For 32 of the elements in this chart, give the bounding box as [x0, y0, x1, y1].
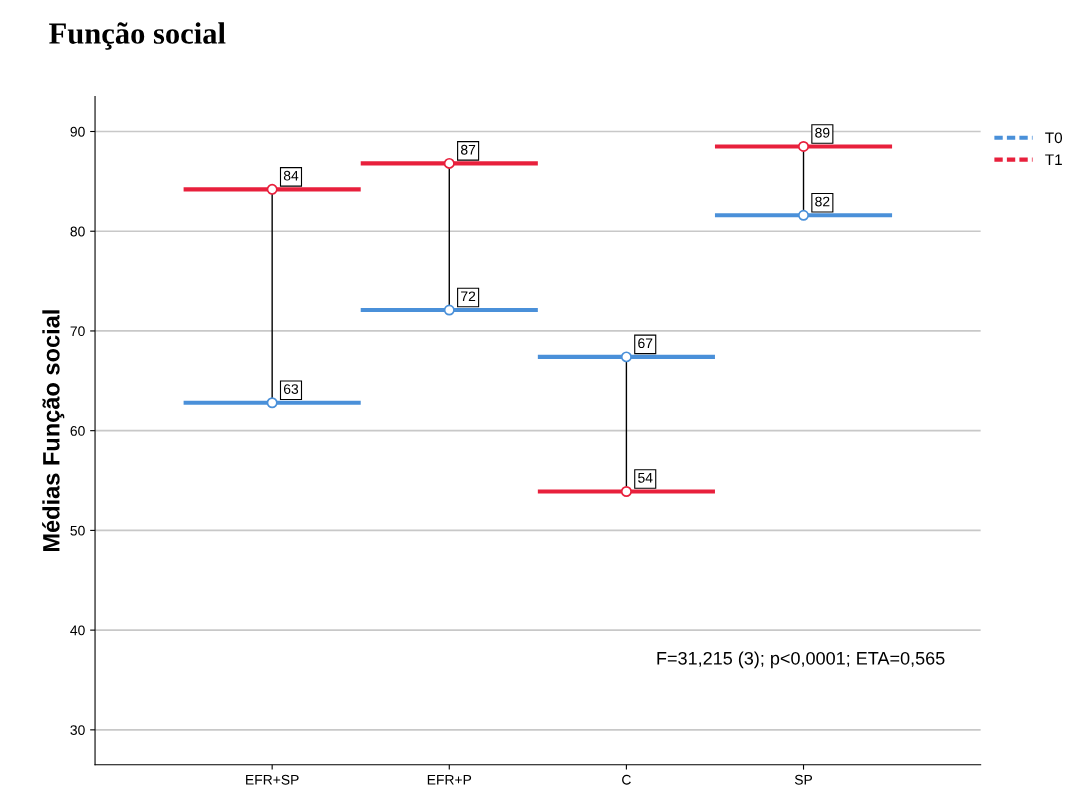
y-axis-title: Médias Função social	[42, 310, 65, 552]
data-label: 63	[283, 384, 299, 394]
point	[443, 304, 455, 316]
point	[443, 157, 455, 169]
y-tick-label: 70	[70, 326, 85, 337]
data-label: 84	[283, 170, 299, 181]
data-label: 82	[815, 196, 830, 207]
data-label: 72	[461, 291, 476, 302]
data-label: 87	[460, 144, 476, 155]
data-label: 54	[638, 473, 653, 483]
point	[620, 351, 632, 363]
annotation: F=31,215 (3); p<0,0001; ETA=0,565	[657, 651, 945, 669]
point	[266, 397, 278, 409]
point	[620, 486, 632, 498]
x-tick-label: EFR+P	[427, 774, 472, 785]
chart-title: Função social	[49, 22, 226, 50]
y-tick-label: 80	[70, 226, 85, 237]
x-tick-label: EFR+SP	[246, 774, 299, 785]
y-tick-label: 30	[70, 725, 85, 736]
x-tick-label: SP	[794, 774, 813, 785]
point	[266, 183, 278, 195]
y-tick-label: 40	[70, 625, 85, 636]
point	[798, 140, 810, 152]
y-tick-label: 60	[70, 426, 85, 436]
y-tick-label: 50	[70, 525, 85, 536]
data-label: 89	[815, 127, 830, 138]
legend-label: T0	[1045, 132, 1063, 144]
point	[798, 209, 810, 221]
x-tick-label: C	[622, 774, 631, 785]
data-label: 67	[638, 338, 653, 349]
y-tick-label: 90	[70, 126, 85, 137]
legend-label: T1	[1045, 154, 1062, 165]
